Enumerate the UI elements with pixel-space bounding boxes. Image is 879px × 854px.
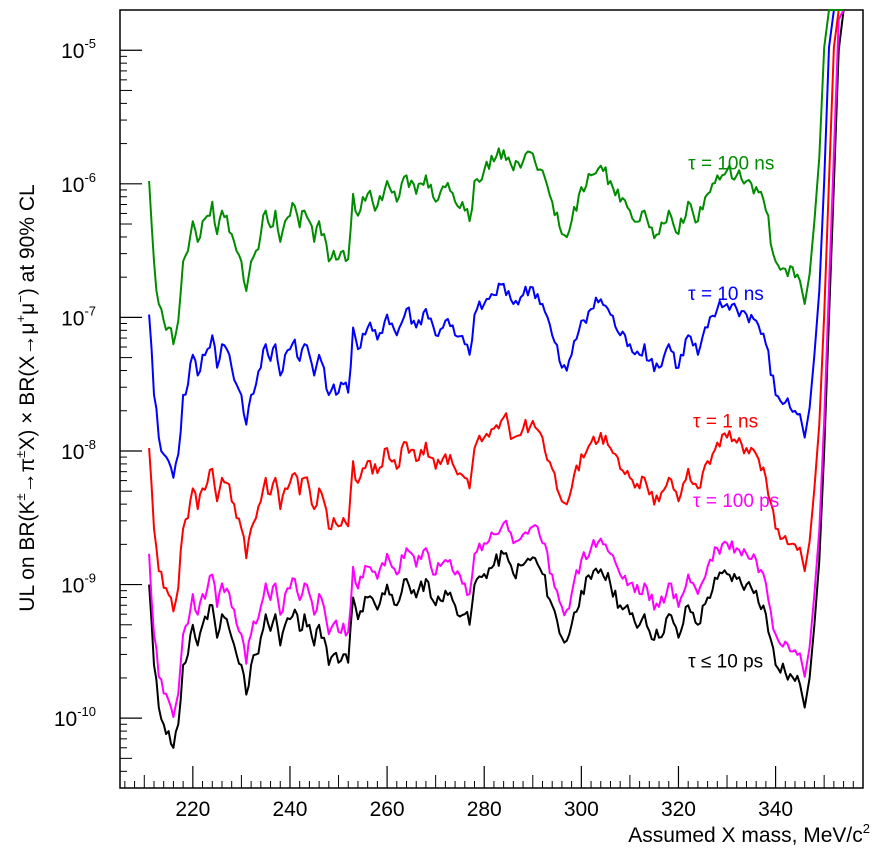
y-tick-label: 10-8: [61, 437, 96, 464]
y-axis-ticks: 10-10 10-9 10-8 10-7 10-6 10-5: [54, 36, 142, 731]
series-label: τ = 1 ns: [693, 411, 758, 432]
series-label: τ ≤ 10 ps: [688, 651, 763, 672]
series-lines: [148, 9, 845, 749]
series-label: τ = 100 ns: [688, 153, 774, 174]
series-line: [148, 9, 844, 479]
series-label: τ = 10 ns: [688, 284, 764, 305]
y-tick-label: 10-6: [61, 170, 96, 197]
x-axis-title-sup: 2: [863, 821, 870, 836]
plot-frame: [119, 9, 864, 789]
series-line: [148, 9, 844, 613]
x-tick-label: 220: [175, 798, 210, 821]
series-line: [148, 9, 845, 718]
x-axis-title: Assumed X mass, MeV/c2: [628, 821, 870, 847]
x-tick-label: 340: [758, 798, 793, 821]
series-line: [148, 9, 844, 346]
x-tick-label: 260: [370, 798, 405, 821]
y-tick-label: 10-9: [61, 571, 96, 598]
series-label: τ = 100 ps: [693, 491, 779, 512]
x-minor-ticks: [124, 775, 864, 788]
x-tick-label: 240: [272, 798, 307, 821]
series-line: [148, 9, 845, 749]
y-tick-label: 10-7: [61, 303, 96, 330]
x-axis-title-main: Assumed X mass, MeV/c: [628, 824, 863, 847]
series-labels: τ ≤ 10 ps τ = 100 ps τ = 1 ns τ = 10 ns τ = …: [688, 153, 779, 672]
x-tick-label: 280: [467, 798, 502, 821]
x-axis-ticks: 220 240 260 280 300 320 340: [175, 766, 793, 821]
x-tick-label: 300: [564, 798, 599, 821]
y-axis-title: UL on BR(K±→π±X) × BR(X→μ+μ−) at 90% CL: [13, 184, 39, 611]
x-tick-label: 320: [661, 798, 696, 821]
y-tick-label: 10-5: [61, 36, 96, 63]
y-minor-ticks: [120, 9, 132, 789]
y-tick-label: 10-10: [54, 704, 96, 731]
